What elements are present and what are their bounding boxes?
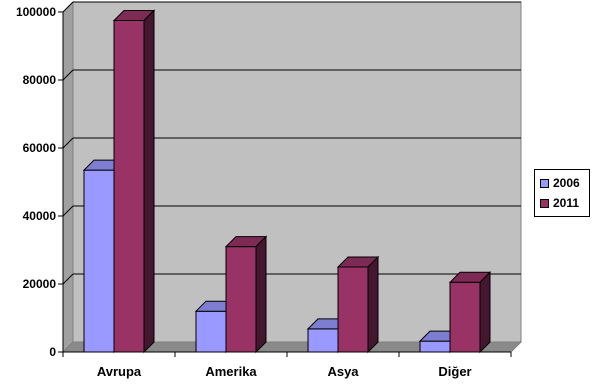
legend-item-2011: 2011 — [540, 196, 579, 210]
bar-2011-Avrupa — [112, 9, 156, 354]
legend-swatch-2011 — [540, 198, 549, 208]
bar-side — [479, 271, 491, 354]
legend-label-2006: 2006 — [553, 176, 580, 190]
gridline-depth-100000 — [62, 1, 74, 13]
y-tick-label-0: 0 — [49, 345, 56, 359]
bar-2011-Amerika — [224, 235, 268, 354]
x-tick-label-0: Avrupa — [97, 364, 142, 379]
gridline-depth-40000 — [62, 205, 74, 217]
x-axis-labels: Avrupa Amerika Asya Diğer — [97, 364, 472, 379]
y-tick-label-20000: 20000 — [23, 277, 57, 291]
bar-front — [449, 281, 481, 353]
y-tick-label-40000: 40000 — [23, 209, 57, 223]
y-tick-label-80000: 80000 — [23, 73, 57, 87]
bar-side — [367, 255, 379, 354]
y-tick-label-60000: 60000 — [23, 141, 57, 155]
bar-side — [143, 9, 155, 354]
bars — [82, 9, 492, 354]
bar-2011-Diğer — [448, 271, 492, 354]
x-tick-label-3: Diğer — [438, 364, 471, 379]
bar-front — [83, 169, 115, 353]
bar-front — [419, 340, 451, 353]
gridline-depth-20000 — [62, 273, 74, 285]
legend: 2006 2011 — [534, 169, 590, 217]
legend-item-2006: 2006 — [540, 176, 580, 190]
bar-front — [337, 266, 369, 353]
gridline-depth-60000 — [62, 137, 74, 149]
x-tick-label-1: Amerika — [205, 364, 257, 379]
bar-front — [307, 328, 339, 353]
y-tick-label-100000: 100000 — [16, 5, 56, 19]
y-axis-ticks: 0 20000 40000 60000 80000 100000 — [16, 5, 63, 359]
legend-label-2011: 2011 — [553, 196, 580, 210]
bar-side — [255, 235, 267, 354]
x-tick-label-2: Asya — [327, 364, 359, 379]
gridline-depth-80000 — [62, 69, 74, 81]
legend-swatch-2006 — [540, 178, 549, 188]
bar-2011-Asya — [336, 255, 380, 354]
plot-side-wall — [62, 0, 74, 354]
bar-front — [113, 20, 145, 353]
bar-front — [225, 246, 257, 353]
bar-front — [195, 310, 227, 353]
